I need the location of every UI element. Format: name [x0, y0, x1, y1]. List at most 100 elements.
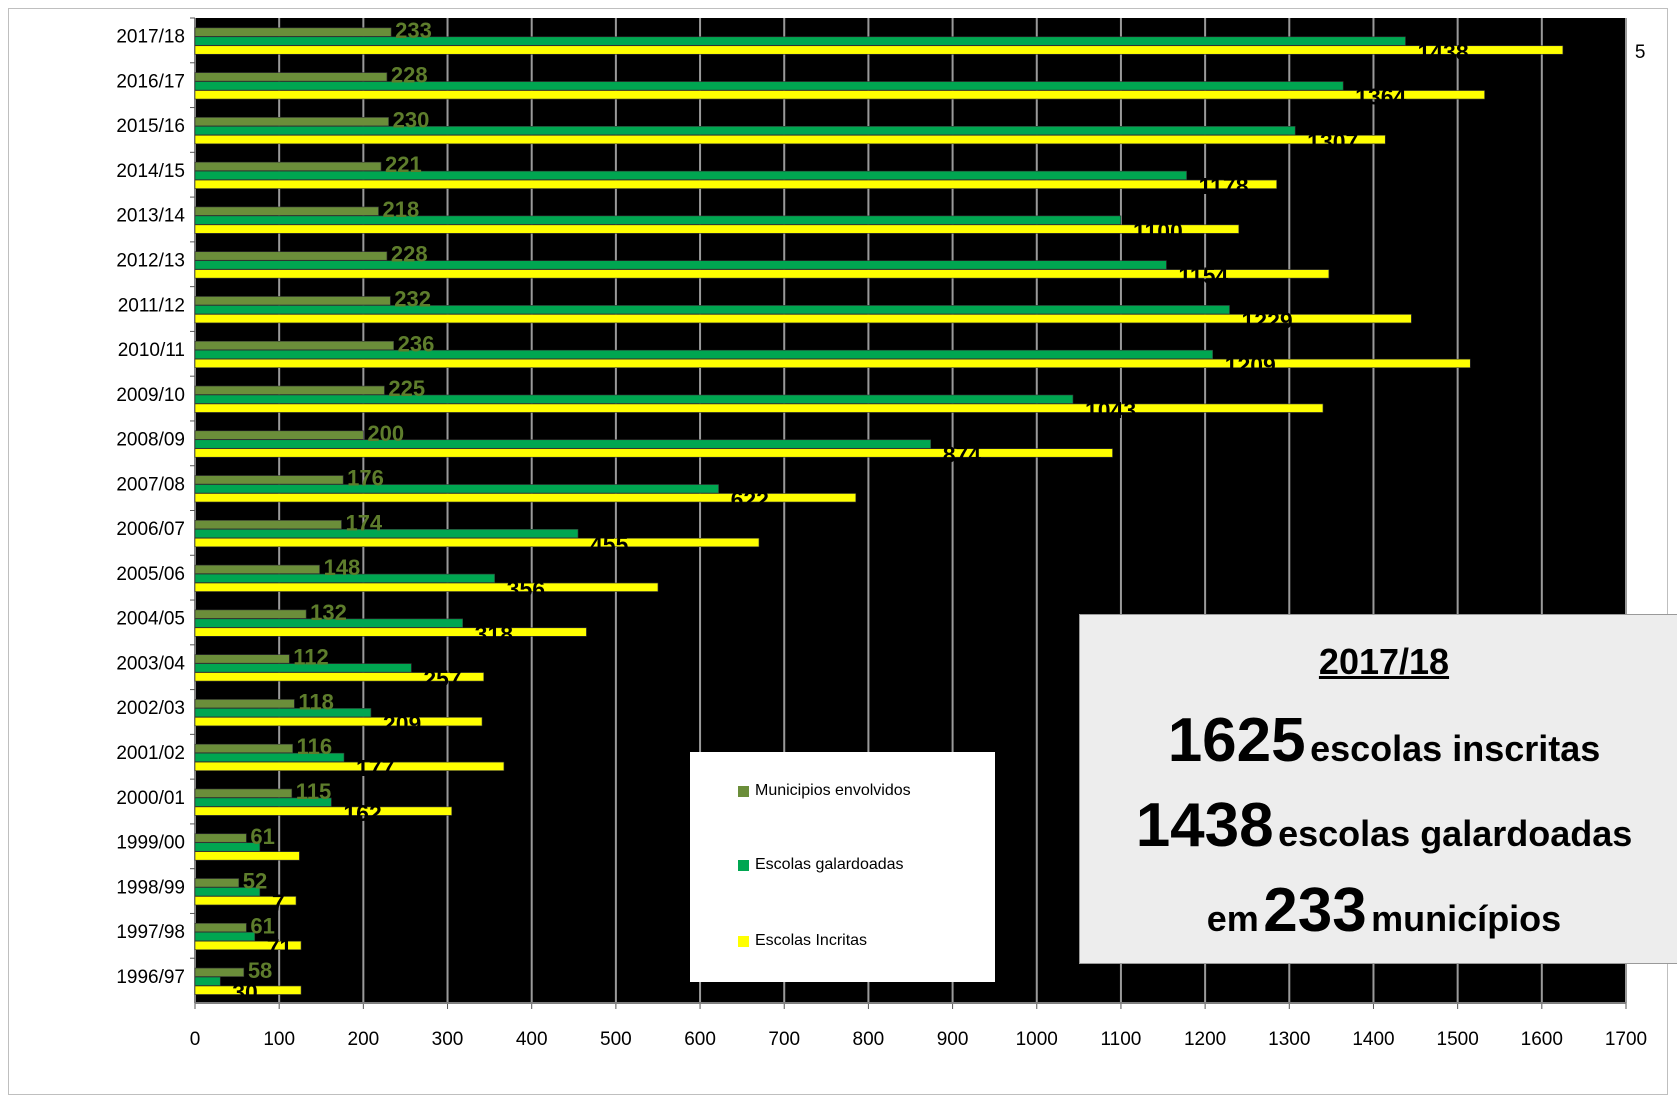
bar-galardoadas — [194, 349, 1213, 360]
y-tick-label: 2004/05 — [116, 609, 185, 630]
bar-municipios — [194, 206, 379, 216]
data-label-municipios: 148 — [324, 555, 361, 580]
data-label-inscritas: 6 — [1311, 221, 1322, 242]
summary-municipios-prefix: em — [1206, 898, 1259, 939]
bar-galardoadas — [194, 394, 1074, 404]
bar-galardoadas — [194, 126, 1296, 136]
data-label-galardoadas: 455 — [590, 531, 629, 557]
y-tick-label: 2008/09 — [116, 430, 185, 451]
bar-inscritas — [194, 851, 300, 861]
x-tick-label: 1400 — [1352, 1029, 1394, 1050]
data-label-inscritas: 6 — [831, 534, 842, 555]
data-label-municipios: 228 — [391, 242, 428, 267]
summary-galardoadas-number: 1438 — [1135, 791, 1274, 860]
y-tick-label: 1998/99 — [116, 877, 185, 898]
y-tick-label: 2017/18 — [116, 27, 185, 48]
bar-galardoadas — [194, 618, 463, 628]
bar-inscritas — [194, 135, 1386, 145]
bar-municipios — [194, 654, 290, 664]
bar-inscritas — [194, 537, 760, 548]
bar-inscritas — [194, 627, 587, 637]
bar-inscritas — [194, 940, 302, 951]
bar-galardoadas — [194, 708, 372, 718]
bar-galardoadas — [194, 170, 1187, 180]
data-label-inscritas: 2 — [658, 624, 669, 645]
data-label-inscritas: 6 — [576, 758, 587, 779]
bar-galardoadas — [194, 797, 332, 807]
data-label-municipios: 228 — [391, 63, 428, 88]
y-tick-label: 2001/02 — [116, 743, 185, 764]
x-tick-label: 700 — [768, 1029, 800, 1050]
x-tick-label: 1100 — [1101, 1029, 1142, 1050]
y-tick-label: 2006/07 — [116, 519, 185, 540]
bar-municipios — [194, 609, 307, 619]
legend-item-galardoadas: Escolas galardoadas — [738, 856, 904, 874]
bar-municipios — [194, 923, 247, 933]
data-label-galardoadas: 1209 — [1225, 352, 1276, 378]
bar-municipios — [194, 117, 389, 127]
bar-municipios — [194, 296, 391, 306]
bar-galardoadas — [194, 976, 221, 986]
y-tick-label: 2010/11 — [118, 340, 185, 361]
bar-inscritas — [194, 985, 302, 995]
y-tick-label: 2014/15 — [116, 161, 185, 182]
x-tick-label: 900 — [937, 1029, 969, 1050]
data-label-municipios: 218 — [383, 197, 420, 222]
bar-inscritas — [194, 493, 857, 503]
x-tick-label: 400 — [516, 1029, 548, 1050]
data-label-municipios: 61 — [250, 824, 274, 849]
summary-galardoadas-text: escolas galardoadas — [1278, 813, 1633, 854]
x-tick-label: 600 — [684, 1029, 716, 1050]
data-label-inscritas: 4 — [1483, 310, 1494, 331]
summary-line-galardoadas: 1438 escolas galardoadas — [1080, 790, 1677, 861]
x-tick-label: 100 — [263, 1029, 295, 1050]
summary-box: 2017/18 1625 escolas inscritas 1438 esco… — [1079, 614, 1677, 964]
data-label-galardoadas: 356 — [507, 576, 545, 602]
y-tick-label: 2015/16 — [116, 116, 185, 137]
data-label-galardoadas: 1178 — [1199, 173, 1249, 199]
x-tick-label: 1600 — [1521, 1029, 1563, 1050]
legend-swatch-galardoadas — [738, 859, 749, 871]
legend-item-municipios: Municipios envolvidos — [738, 782, 911, 800]
summary-inscritas-number: 1625 — [1167, 706, 1306, 775]
bar-municipios — [194, 72, 388, 82]
x-tick-label: 1300 — [1268, 1029, 1310, 1050]
x-tick-label: 1700 — [1605, 1029, 1647, 1050]
bar-municipios — [194, 475, 344, 485]
bar-inscritas — [194, 45, 1564, 55]
data-label-municipios: 118 — [298, 689, 334, 714]
summary-line-inscritas: 1625 escolas inscritas — [1080, 705, 1677, 776]
legend-label-municipios: Municipios envolvidos — [755, 782, 911, 799]
bar-galardoadas — [194, 260, 1167, 270]
y-tick-label: 2007/08 — [116, 474, 185, 495]
bar-inscritas — [194, 224, 1240, 234]
data-label-galardoadas: 1043 — [1085, 397, 1136, 423]
data-label-municipios: 233 — [395, 18, 432, 43]
data-label-inscritas: 1 — [1557, 87, 1568, 108]
data-label-municipios: 58 — [248, 958, 272, 983]
y-tick-label: 2005/06 — [116, 564, 185, 585]
data-label-inscritas: 5 — [730, 579, 741, 600]
x-tick-label: 1500 — [1437, 1029, 1479, 1050]
data-label-galardoadas: 71 — [267, 934, 293, 960]
summary-inscritas-text: escolas inscritas — [1310, 728, 1601, 769]
data-label-galardoadas: 1229 — [1242, 307, 1293, 333]
y-tick-label: 1999/00 — [116, 833, 185, 854]
x-tick-label: 800 — [853, 1029, 885, 1050]
bar-municipios — [194, 699, 295, 709]
bar-municipios — [194, 788, 293, 798]
bar-galardoadas — [194, 931, 256, 942]
bar-inscritas — [194, 269, 1330, 279]
bar-inscritas — [194, 90, 1485, 100]
data-label-galardoadas: 209 — [383, 710, 421, 736]
x-tick-label: 300 — [432, 1029, 464, 1050]
bar-galardoadas — [194, 81, 1344, 91]
data-label-municipios: 230 — [393, 107, 430, 132]
data-label-galardoadas: 874 — [943, 442, 982, 468]
y-tick-label: 2003/04 — [116, 653, 185, 674]
bar-galardoadas — [194, 752, 345, 762]
bar-galardoadas — [194, 215, 1122, 225]
bar-municipios — [194, 878, 240, 888]
bar-galardoadas — [194, 663, 412, 673]
data-label-municipios: 116 — [297, 734, 333, 759]
